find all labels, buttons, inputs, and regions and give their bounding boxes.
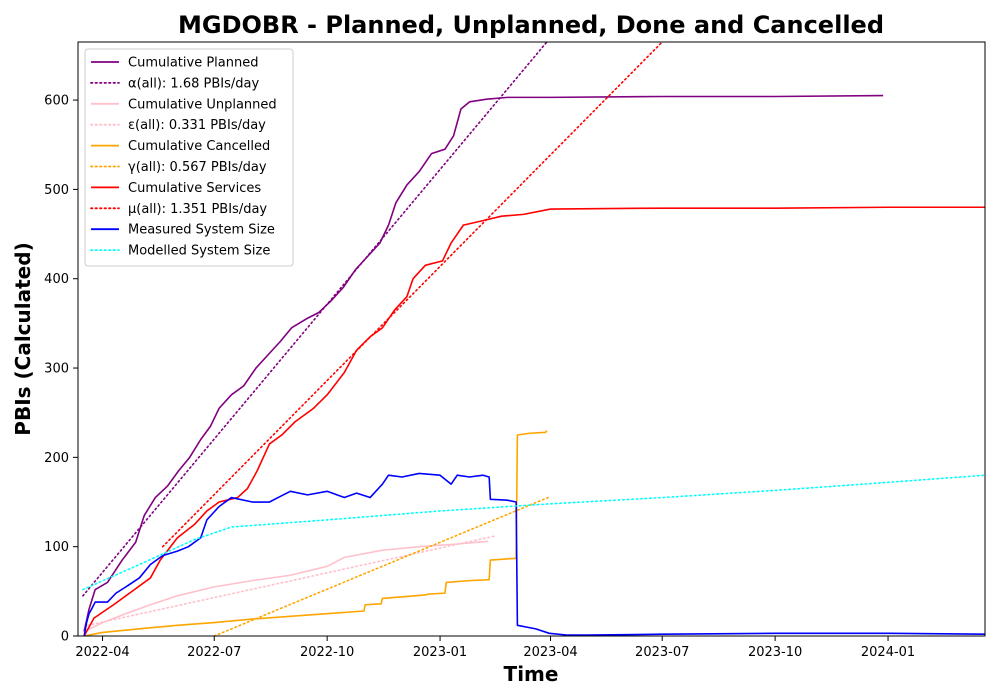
y-tick-label: 0: [61, 630, 69, 645]
x-tick-label: 2022-10: [300, 645, 354, 660]
series-line-2-all-1-68-pbis-day: [82, 42, 548, 597]
x-tick-label: 2023-01: [413, 645, 467, 660]
x-tick-label: 2022-04: [75, 645, 129, 660]
series-line-8-all-1-351-pbis-day: [161, 42, 664, 548]
legend-label-4: ε(all): 0.331 PBIs/day: [128, 118, 266, 133]
series-line-1-cumulative-planned: [83, 94, 884, 632]
series-line-5-cumulative-cancelled: [83, 430, 548, 636]
legend-label-2: α(all): 1.68 PBIs/day: [128, 76, 259, 91]
y-tick-label: 600: [44, 94, 69, 109]
x-tick-label: 2024-01: [861, 645, 915, 660]
y-axis-label: PBIs (Calculated): [11, 242, 35, 435]
x-tick-label: 2023-10: [748, 645, 802, 660]
y-tick-label: 500: [44, 183, 69, 198]
x-axis-label: Time: [504, 662, 559, 686]
series-line-6-all-0-567-pbis-day: [213, 496, 549, 636]
legend-label-6: γ(all): 0.567 PBIs/day: [128, 160, 267, 175]
legend: Cumulative Planned α(all): 1.68 PBIs/day C…: [84, 48, 294, 267]
x-axis-ticks: 2022-04 2022-07 2022-10 2023-01 2023-04 2023-…: [75, 636, 915, 660]
series-line-10-modelled-system-size: [82, 474, 985, 591]
series-line-4-all-0-331-pbis-day: [87, 535, 497, 627]
series-line-7-cumulative-services: [83, 206, 985, 636]
x-tick-label: 2022-07: [187, 645, 241, 660]
legend-label-7: Cumulative Services: [128, 181, 261, 196]
y-axis-ticks: 0 100 200 300 400 500 600: [44, 94, 78, 645]
y-tick-label: 300: [44, 362, 69, 377]
plot-frame: [77, 41, 986, 637]
legend-label-5: Cumulative Cancelled: [128, 139, 270, 154]
y-tick-label: 200: [44, 451, 69, 466]
chart-title: MGDOBR - Planned, Unplanned, Done and Ca…: [178, 11, 884, 39]
x-tick-label: 2023-04: [523, 645, 577, 660]
series-layer: [82, 42, 985, 636]
series-line-9-measured-system-size: [83, 472, 985, 636]
legend-label-9: Measured System Size: [128, 223, 275, 238]
series-line-3-cumulative-unplanned: [83, 540, 488, 633]
legend-label-8: μ(all): 1.351 PBIs/day: [128, 202, 267, 217]
legend-label-3: Cumulative Unplanned: [128, 97, 277, 112]
legend-box: [84, 48, 294, 267]
y-tick-label: 100: [44, 540, 69, 555]
legend-label-10: Modelled System Size: [128, 244, 270, 259]
legend-label-1: Cumulative Planned: [128, 56, 258, 71]
y-tick-label: 400: [44, 272, 69, 287]
x-tick-label: 2023-07: [635, 645, 689, 660]
